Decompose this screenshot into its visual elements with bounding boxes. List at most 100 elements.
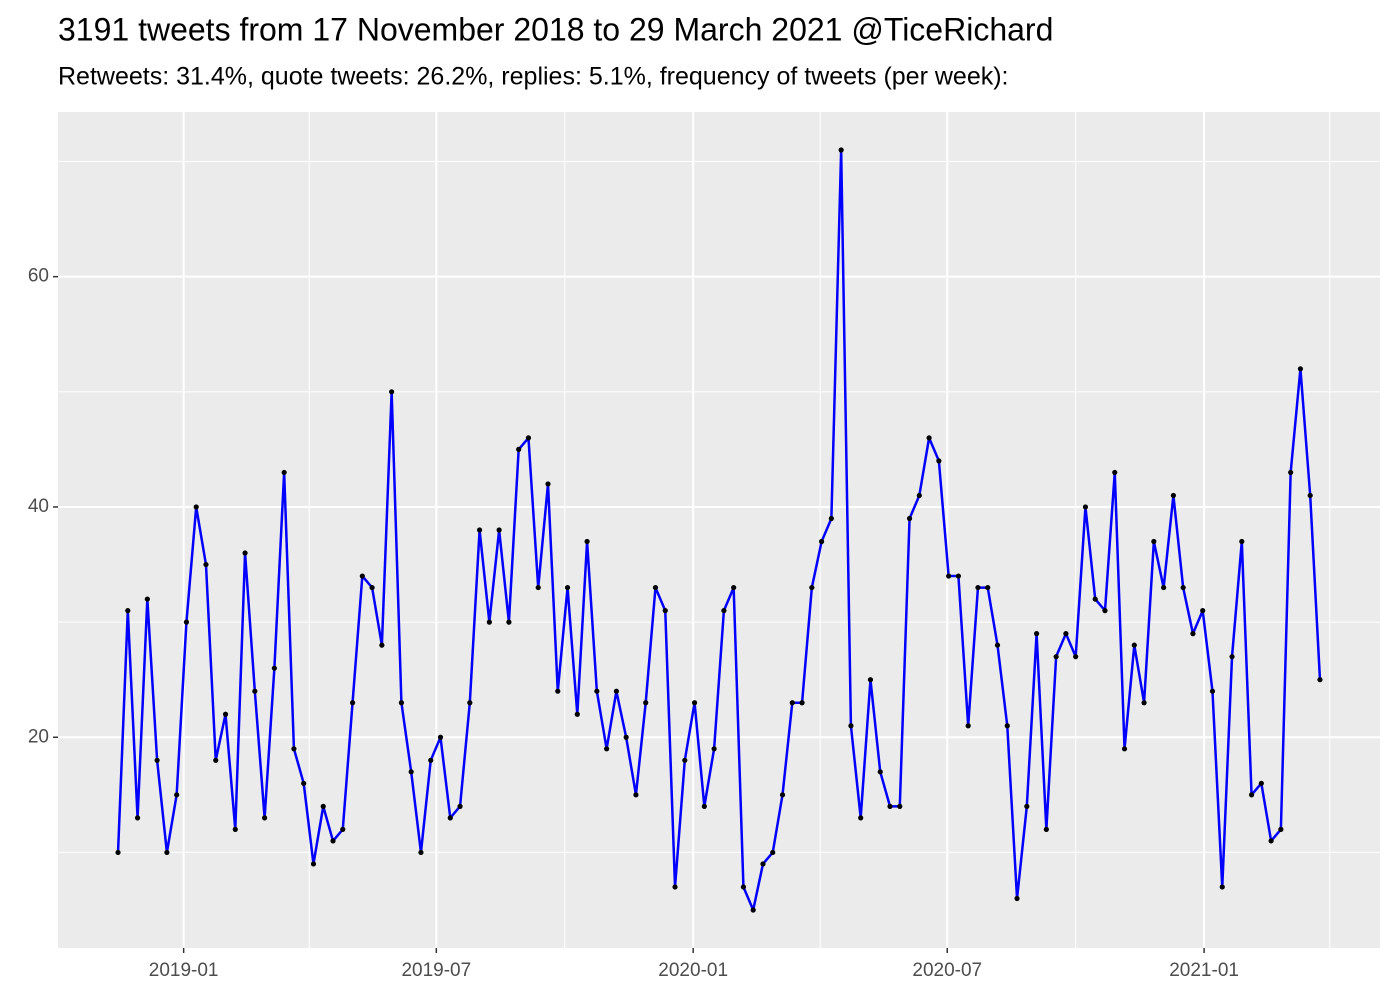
- point: [447, 815, 453, 821]
- point: [428, 757, 434, 763]
- point: [310, 861, 317, 867]
- point: [545, 481, 551, 487]
- point: [926, 435, 932, 441]
- point: [819, 538, 825, 545]
- point: [955, 573, 962, 579]
- point: [691, 700, 698, 706]
- point: [252, 688, 258, 694]
- point: [672, 884, 678, 890]
- point: [916, 492, 922, 499]
- x-tick-label: 2019-07: [401, 960, 471, 981]
- point: [301, 780, 307, 786]
- point: [1024, 803, 1030, 809]
- point: [897, 803, 903, 809]
- point: [164, 849, 170, 856]
- point: [604, 746, 610, 752]
- point: [115, 849, 121, 856]
- point: [1200, 608, 1206, 614]
- point: [721, 608, 727, 614]
- point: [389, 389, 395, 395]
- point: [125, 608, 131, 614]
- point: [994, 642, 1001, 648]
- point: [379, 642, 385, 648]
- point: [467, 700, 473, 706]
- point: [242, 550, 248, 556]
- point: [584, 538, 590, 545]
- point: [1307, 492, 1313, 499]
- point: [760, 861, 766, 867]
- point: [232, 826, 238, 832]
- point: [613, 688, 619, 694]
- point: [1229, 654, 1235, 660]
- point: [1102, 608, 1108, 614]
- point: [1043, 826, 1049, 832]
- point: [1209, 688, 1216, 694]
- y-tick-label: 60: [28, 266, 49, 287]
- point: [682, 757, 688, 763]
- x-tick-label: 2020-07: [912, 960, 982, 981]
- point: [1131, 642, 1137, 648]
- point: [1014, 895, 1020, 902]
- point: [594, 688, 600, 694]
- point: [1278, 826, 1284, 832]
- point: [486, 619, 492, 625]
- point: [731, 584, 737, 591]
- point: [1004, 723, 1010, 729]
- point: [985, 584, 991, 591]
- point: [799, 700, 805, 706]
- point: [1297, 366, 1304, 372]
- point: [1170, 492, 1176, 499]
- y-tick-label: 20: [28, 726, 49, 747]
- point: [369, 584, 375, 591]
- point: [506, 619, 512, 625]
- x-tick-label: 2019-01: [149, 960, 219, 981]
- point: [858, 815, 864, 821]
- point: [134, 815, 141, 821]
- line: [116, 148, 1322, 912]
- point: [330, 838, 336, 844]
- point: [418, 849, 424, 856]
- point: [1092, 596, 1098, 602]
- point: [1112, 469, 1118, 476]
- point: [203, 561, 209, 568]
- point: [359, 573, 365, 579]
- x-tick-label: 2021-01: [1169, 960, 1239, 981]
- point: [623, 734, 629, 740]
- point: [946, 573, 952, 579]
- y-tick-label: 40: [28, 496, 49, 517]
- point: [1268, 838, 1274, 844]
- point: [262, 815, 268, 821]
- point: [936, 458, 942, 464]
- plot-panel: [58, 112, 1380, 948]
- point: [476, 527, 483, 533]
- point: [555, 688, 561, 694]
- point: [291, 746, 297, 752]
- point: [1180, 584, 1186, 591]
- point: [320, 803, 326, 809]
- point: [271, 665, 277, 671]
- point: [525, 435, 532, 441]
- point: [1063, 631, 1069, 637]
- point: [193, 504, 199, 510]
- point: [281, 469, 287, 476]
- point: [349, 700, 356, 706]
- point: [516, 446, 522, 452]
- point: [535, 584, 541, 591]
- point: [975, 584, 981, 591]
- point: [838, 147, 844, 153]
- point: [652, 584, 659, 591]
- point: [564, 584, 571, 591]
- point: [1219, 884, 1225, 890]
- point: [340, 826, 346, 832]
- point: [174, 792, 180, 798]
- point: [701, 803, 707, 809]
- point: [828, 515, 834, 522]
- point: [770, 849, 776, 856]
- point: [1190, 631, 1196, 637]
- point: [398, 700, 405, 706]
- point: [213, 757, 219, 763]
- point: [1121, 746, 1128, 752]
- point: [789, 700, 795, 706]
- point: [1288, 469, 1294, 476]
